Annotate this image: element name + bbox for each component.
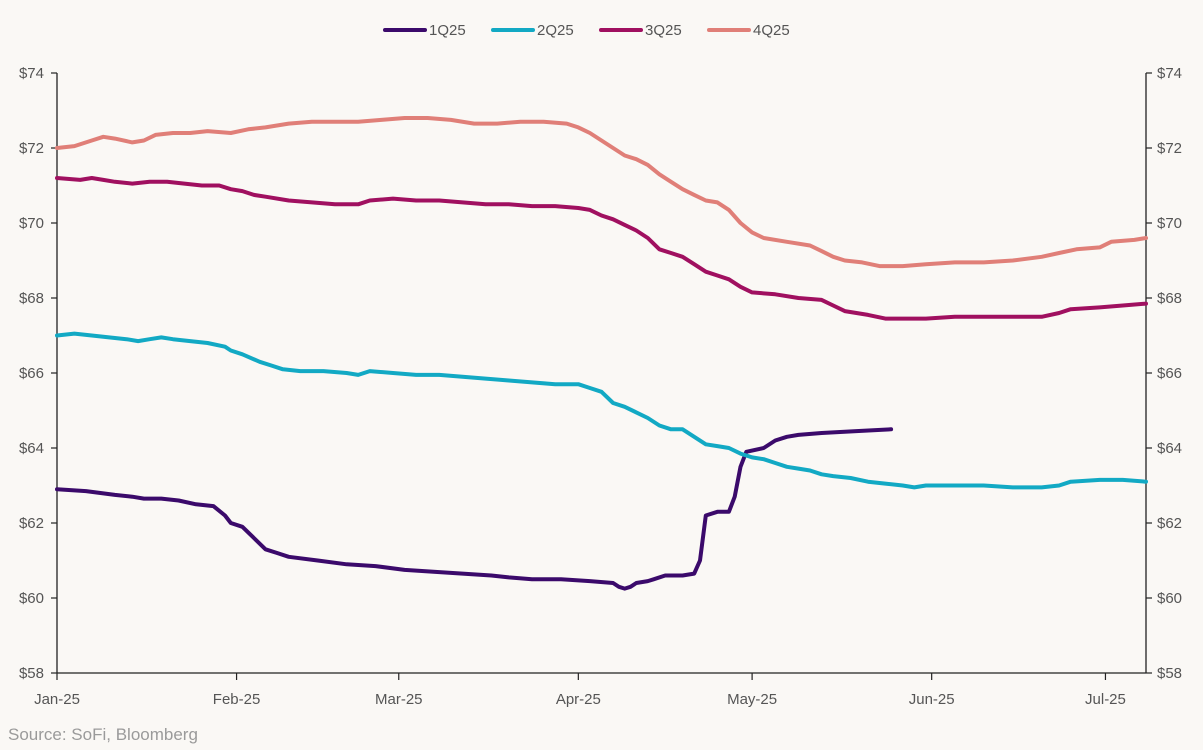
y-tick-label-right: $64: [1157, 440, 1182, 457]
y-tick-label-left: $66: [19, 365, 44, 382]
x-tick-label: Feb-25: [213, 691, 261, 708]
series-line-4q25: [55, 116, 1148, 269]
legend-label-2q25: 2Q25: [537, 22, 574, 39]
y-tick-label-left: $74: [19, 65, 44, 82]
legend-label-4q25: 4Q25: [753, 22, 790, 39]
source-note: Source: SoFi, Bloomberg: [8, 725, 198, 744]
series-line-3q25: [55, 176, 1148, 321]
series-line-1q25: [55, 427, 894, 591]
chart-axes: $58 $58 $60 $60 $62 $62 $64 $64 $66 $66 $68 $68 $70 $…: [19, 65, 1182, 708]
line-chart: 1Q25 2Q25 3Q25 4Q25 $58 $58 $60 $60 $62 $62 $64 $6…: [19, 22, 1182, 708]
legend-label-1q25: 1Q25: [429, 22, 466, 39]
y-tick-label-left: $60: [19, 590, 44, 607]
chart-legend: 1Q25 2Q25 3Q25 4Q25: [383, 22, 790, 39]
y-tick-label-left: $62: [19, 515, 44, 532]
y-tick-label-right: $60: [1157, 590, 1182, 607]
x-tick-label: Apr-25: [556, 691, 601, 708]
x-tick-label: Mar-25: [375, 691, 423, 708]
x-tick-label: Jun-25: [909, 691, 955, 708]
y-tick-label-left: $72: [19, 140, 44, 157]
y-tick-label-left: $64: [19, 440, 44, 457]
y-tick-label-right: $72: [1157, 140, 1182, 157]
chart-series: [55, 116, 1148, 591]
x-tick-label: May-25: [727, 691, 777, 708]
y-tick-label-right: $68: [1157, 290, 1182, 307]
y-tick-label-left: $58: [19, 665, 44, 682]
y-tick-label-left: $68: [19, 290, 44, 307]
y-tick-label-right: $70: [1157, 215, 1182, 232]
x-tick-label: Jan-25: [34, 691, 80, 708]
series-line-2q25: [55, 331, 1148, 490]
y-tick-label-right: $62: [1157, 515, 1182, 532]
y-tick-label-right: $74: [1157, 65, 1182, 82]
x-tick-label: Jul-25: [1085, 691, 1126, 708]
legend-label-3q25: 3Q25: [645, 22, 682, 39]
y-tick-label-left: $70: [19, 215, 44, 232]
y-tick-label-right: $58: [1157, 665, 1182, 682]
y-tick-label-right: $66: [1157, 365, 1182, 382]
